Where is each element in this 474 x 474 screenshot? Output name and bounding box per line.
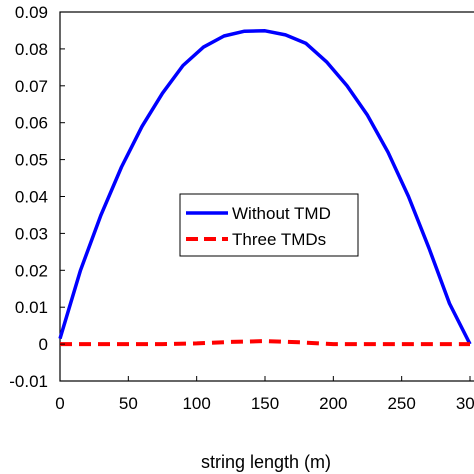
y-tick-label: 0.08 [15, 40, 48, 59]
series-line-0 [58, 29, 472, 345]
x-tick-label: 50 [119, 394, 138, 413]
y-tick-label: 0.02 [15, 261, 48, 280]
y-tick-label: -0.01 [9, 372, 48, 391]
legend: Without TMD Three TMDs [179, 193, 359, 257]
x-tick-label: 150 [251, 394, 279, 413]
y-tick-label: 0.09 [15, 3, 48, 22]
x-tick-label: 0 [55, 394, 64, 413]
y-tick-label: 0.05 [15, 151, 48, 170]
legend-label: Three TMDs [232, 230, 326, 249]
axis-ticks: -0.01 0 0.01 0.02 0.03 0.04 0.05 0.06 0.07 0.08 0.… [9, 3, 474, 413]
y-tick-label: 0.06 [15, 114, 48, 133]
y-tick-label: 0.01 [15, 298, 48, 317]
legend-box [179, 193, 359, 257]
x-tick-label: 250 [387, 394, 415, 413]
x-tick-label: 100 [182, 394, 210, 413]
y-tick-label: 0.03 [15, 224, 48, 243]
x-tick-label: 300 [456, 394, 474, 413]
x-tick-label: 200 [319, 394, 347, 413]
y-tick-label: 0.07 [15, 77, 48, 96]
y-tick-label: 0 [39, 335, 48, 354]
legend-label: Without TMD [232, 204, 331, 223]
y-tick-label: 0.04 [15, 188, 48, 207]
x-axis-label: string length (m) [201, 452, 331, 472]
series-line-1 [60, 339, 470, 347]
